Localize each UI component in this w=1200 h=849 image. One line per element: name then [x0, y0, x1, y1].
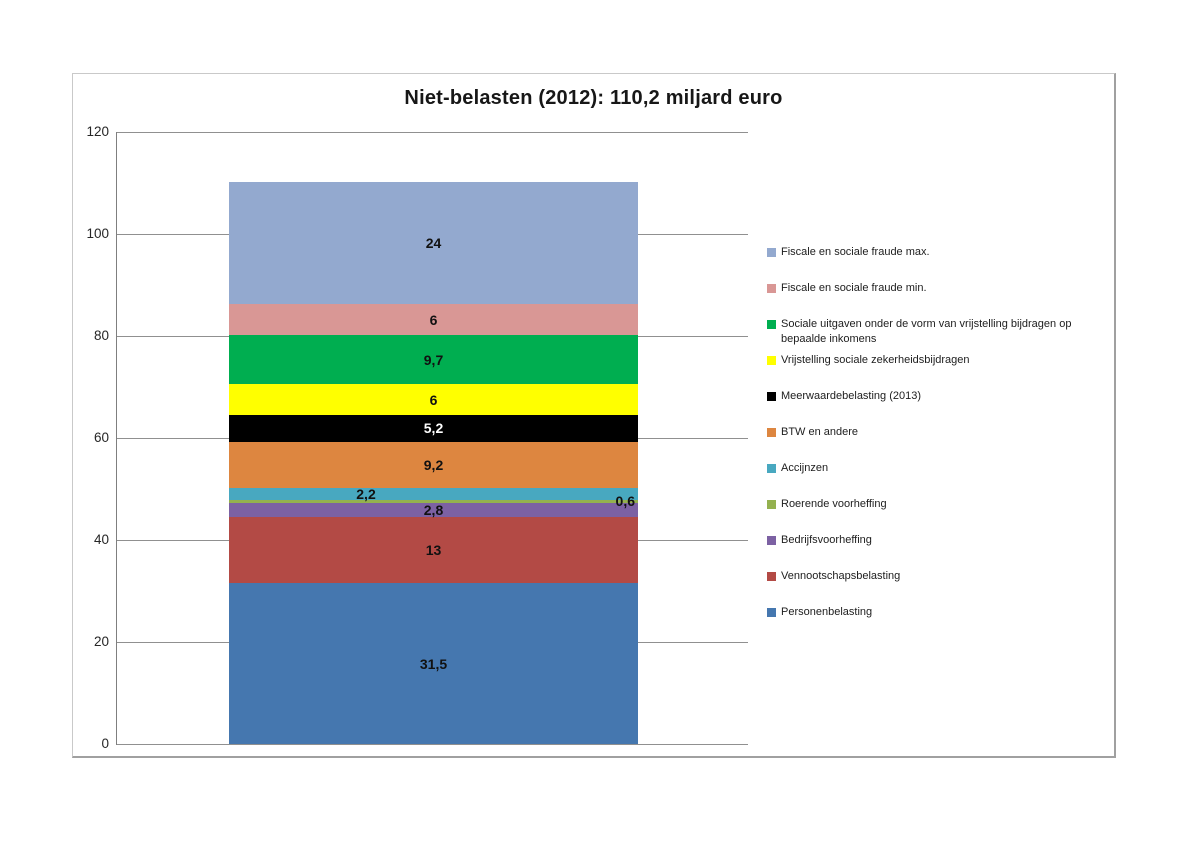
legend-item: Meerwaardebelasting (2013)	[767, 389, 1113, 404]
y-axis-tick-label: 60	[93, 430, 109, 445]
legend-item: Fiscale en sociale fraude max.	[767, 245, 1113, 260]
legend-swatch	[767, 572, 776, 581]
y-axis-tick-label: 120	[86, 124, 109, 139]
segment-data-label: 13	[425, 542, 442, 559]
bar-segment: 13	[229, 517, 638, 584]
legend-swatch	[767, 464, 776, 473]
segment-data-label: 6	[429, 311, 438, 328]
y-axis-tick-label: 20	[93, 634, 109, 649]
legend-swatch	[767, 356, 776, 365]
bar-segment: 6	[229, 384, 638, 416]
segment-data-label: 6	[429, 391, 438, 408]
bar-segment: 0,6	[229, 494, 638, 508]
legend-item: Vrijstelling sociale zekerheidsbijdragen	[767, 353, 1113, 368]
legend-swatch	[767, 320, 776, 329]
y-axis-tick-label: 0	[101, 736, 109, 751]
legend-label: Roerende voorheffing	[781, 498, 887, 510]
gridline	[116, 743, 748, 745]
bar-segment: 6	[229, 304, 638, 335]
y-axis-line	[116, 132, 117, 745]
legend-item: Sociale uitgaven onder de vorm van vrijs…	[767, 317, 1113, 347]
chart-title: Niet-belasten (2012): 110,2 miljard euro	[404, 87, 783, 109]
bar-segment: 5,2	[229, 415, 638, 442]
segment-data-label: 24	[425, 235, 442, 252]
legend-label: Vrijstelling sociale zekerheidsbijdragen	[781, 354, 970, 366]
legend-label: Meerwaardebelasting (2013)	[781, 390, 922, 402]
legend-item: BTW en andere	[767, 425, 1113, 440]
bar-segment: 31,5	[229, 583, 638, 744]
legend-swatch	[767, 500, 776, 509]
legend-item: Roerende voorheffing	[767, 497, 1113, 512]
legend-label: Accijnzen	[781, 462, 829, 474]
bar-segment: 9,7	[229, 334, 638, 385]
segment-data-label: 2,8	[423, 501, 444, 518]
legend-label: BTW en andere	[781, 426, 859, 438]
y-axis-tick-label: 40	[93, 532, 109, 547]
legend-label: Bedrijfsvoorheffing	[781, 534, 872, 546]
legend-item: Vennootschapsbelasting	[767, 569, 1113, 584]
legend-swatch	[767, 392, 776, 401]
segment-data-label: 9,2	[423, 457, 444, 474]
segment-data-label: 2,2	[356, 486, 376, 503]
legend-swatch	[767, 248, 776, 257]
legend-swatch	[767, 608, 776, 617]
legend-swatch	[767, 428, 776, 437]
legend-item: Fiscale en sociale fraude min.	[767, 281, 1113, 296]
chart-area: Niet-belasten (2012): 110,2 miljard euro…	[72, 73, 1116, 758]
legend-label: Fiscale en sociale fraude min.	[781, 282, 927, 294]
bar-segment: 9,2	[229, 441, 638, 489]
y-axis-tick-label: 100	[86, 226, 109, 241]
segment-data-label: 9,7	[423, 351, 444, 368]
legend-item: Personenbelasting	[767, 605, 1113, 620]
legend-label: Fiscale en sociale fraude max.	[781, 246, 930, 258]
legend-label: Sociale uitgaven onder de vorm van vrijs…	[781, 318, 1072, 345]
legend-swatch	[767, 536, 776, 545]
y-axis-tick-label: 80	[93, 328, 109, 343]
segment-data-label: 31,5	[419, 655, 448, 672]
bar-segment: 2,8	[229, 501, 638, 518]
gridline	[116, 131, 748, 133]
segment-data-label: 5,2	[423, 420, 444, 437]
legend-item: Accijnzen	[767, 461, 1113, 476]
legend-item: Bedrijfsvoorheffing	[767, 533, 1113, 548]
bar-segment: 2,2	[229, 486, 638, 503]
segment-data-label: 0,6	[615, 493, 635, 510]
legend-swatch	[767, 284, 776, 293]
legend-label: Personenbelasting	[781, 606, 873, 618]
bar-segment: 24	[229, 181, 638, 305]
legend-label: Vennootschapsbelasting	[781, 570, 901, 582]
